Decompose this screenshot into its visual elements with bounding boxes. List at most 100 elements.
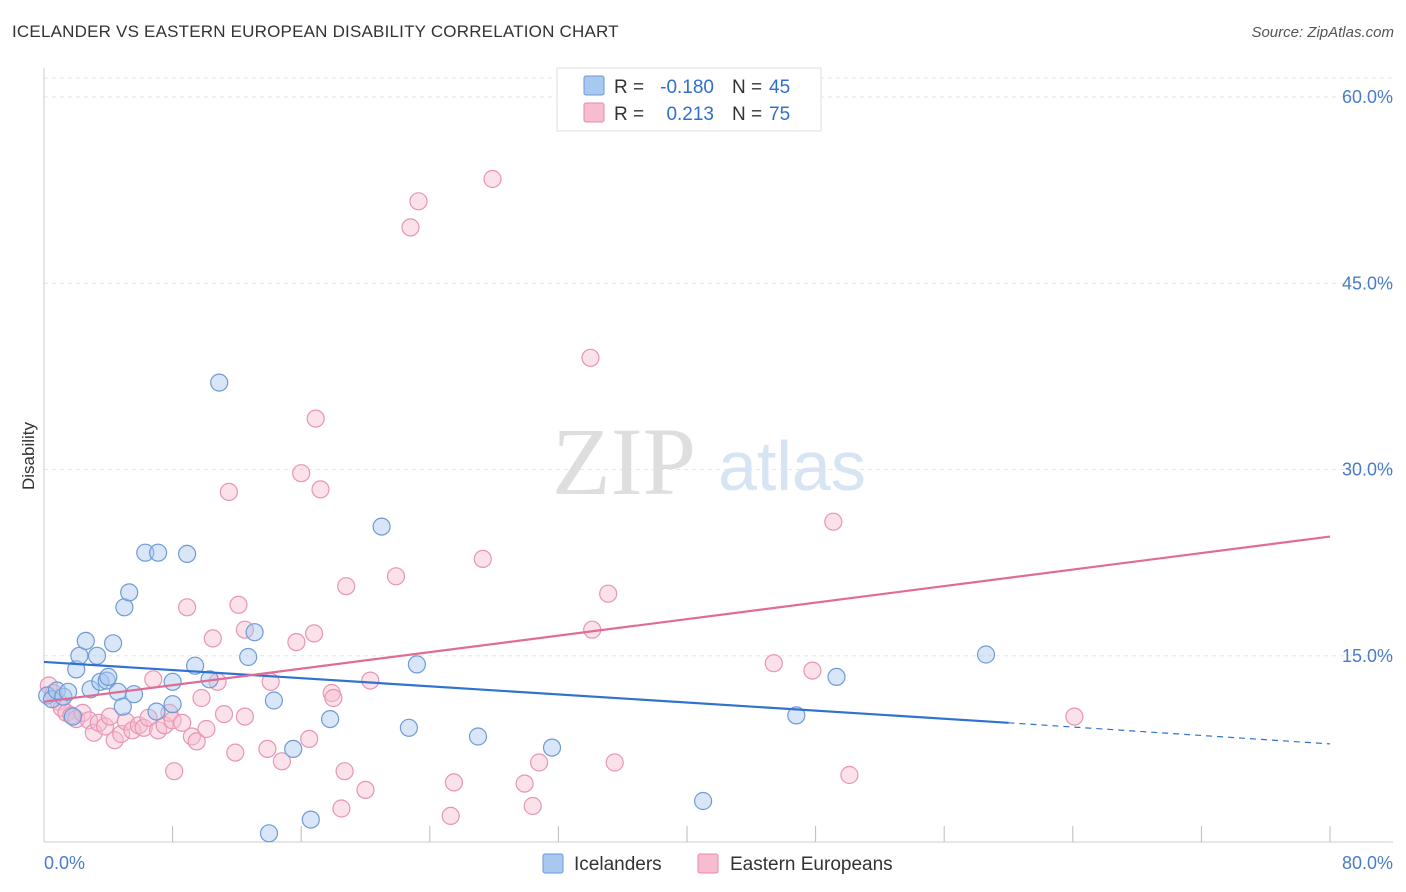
icelanders-point bbox=[468, 727, 488, 746]
eastern-europeans-point bbox=[599, 584, 618, 603]
bottom-legend-label-icelanders: Icelanders bbox=[574, 854, 662, 875]
eastern-europeans-point bbox=[441, 806, 460, 826]
legend-box: R = -0.180 N = 45 R = 0.213 N = 75 bbox=[556, 67, 822, 132]
eastern-europeans-point bbox=[473, 549, 492, 569]
eastern-europeans-point bbox=[409, 192, 428, 211]
bottom-legend-swatch-eastern-europeans bbox=[697, 853, 719, 874]
icelanders-point bbox=[372, 517, 391, 536]
eastern-europeans-trend-line bbox=[43, 535, 1331, 703]
icelanders-point bbox=[321, 709, 340, 729]
eastern-europeans-point bbox=[229, 595, 248, 614]
watermark-atlas: atlas bbox=[718, 427, 866, 505]
eastern-europeans-point bbox=[226, 743, 245, 762]
eastern-europeans-point bbox=[483, 169, 502, 189]
y-axis-label: Disability bbox=[19, 421, 38, 490]
eastern-europeans-point bbox=[1065, 707, 1084, 726]
eastern-europeans-point bbox=[335, 762, 354, 781]
legend-r-label-eastern-europeans: R = bbox=[614, 104, 644, 125]
icelanders-point bbox=[99, 667, 118, 687]
icelanders-point bbox=[178, 544, 197, 564]
eastern-europeans-point bbox=[192, 688, 211, 708]
icelanders-point bbox=[58, 682, 78, 701]
watermark: ZIP atlas bbox=[552, 408, 866, 515]
legend-n-label-icelanders: N = bbox=[732, 77, 762, 98]
icelanders-point bbox=[163, 672, 182, 691]
eastern-europeans-point bbox=[529, 753, 549, 772]
eastern-europeans-point bbox=[165, 762, 184, 781]
icelanders-point bbox=[264, 691, 283, 710]
eastern-europeans-point bbox=[337, 577, 356, 596]
eastern-europeans-point bbox=[803, 661, 822, 680]
eastern-europeans-point bbox=[258, 739, 277, 759]
bottom-legend-label-eastern-europeans: Eastern Europeans bbox=[730, 854, 893, 875]
y-tick-label: 45.0% bbox=[1342, 273, 1393, 293]
legend-swatch-icelanders bbox=[583, 75, 605, 96]
icelanders-point bbox=[76, 631, 95, 651]
y-axis-ticks: 15.0% 30.0% 45.0% 60.0% bbox=[1342, 87, 1393, 666]
x-tick-label-max: 80.0% bbox=[1342, 853, 1393, 873]
eastern-europeans-point bbox=[173, 713, 192, 732]
watermark-zip: ZIP bbox=[552, 408, 696, 515]
icelanders-point bbox=[120, 583, 139, 602]
icelanders-point bbox=[284, 739, 303, 759]
grid-lines bbox=[44, 77, 1393, 657]
eastern-europeans-point bbox=[219, 482, 238, 501]
icelanders-point bbox=[136, 543, 155, 562]
icelanders-point bbox=[124, 685, 144, 704]
icelanders-point bbox=[113, 697, 132, 716]
eastern-europeans-point bbox=[300, 729, 319, 749]
icelanders-point bbox=[239, 647, 258, 667]
x-tick-label-min: 0.0% bbox=[44, 853, 85, 873]
eastern-europeans-point bbox=[401, 218, 420, 237]
icelanders-point bbox=[542, 738, 562, 757]
eastern-europeans-point bbox=[840, 765, 859, 785]
eastern-europeans-point bbox=[287, 632, 306, 652]
eastern-europeans-point bbox=[332, 799, 351, 818]
icelanders-point bbox=[163, 695, 182, 714]
y-tick-label: 30.0% bbox=[1342, 460, 1393, 480]
legend-n-label-eastern-europeans: N = bbox=[732, 104, 762, 125]
eastern-europeans-point bbox=[361, 671, 380, 690]
eastern-europeans-point bbox=[605, 753, 624, 772]
legend-n-value-icelanders: 45 bbox=[769, 77, 790, 98]
icelanders-point bbox=[245, 623, 264, 642]
legend-r-value-eastern-europeans: 0.213 bbox=[666, 104, 714, 125]
eastern-europeans-point bbox=[311, 480, 330, 499]
eastern-europeans-point bbox=[764, 654, 783, 673]
eastern-europeans-point bbox=[134, 718, 153, 737]
icelanders-trend-extension bbox=[1008, 722, 1331, 745]
chart-title: ICELANDER VS EASTERN EUROPEAN DISABILITY… bbox=[12, 22, 619, 41]
y-tick-label: 15.0% bbox=[1342, 646, 1393, 666]
bottom-legend-swatch-icelanders bbox=[542, 853, 564, 874]
legend-r-label-icelanders: R = bbox=[614, 77, 644, 98]
trend-lines bbox=[43, 535, 1331, 745]
eastern-europeans-point bbox=[356, 780, 375, 800]
legend-n-value-eastern-europeans: 75 bbox=[769, 104, 790, 125]
bottom-legend: Icelanders Eastern Europeans bbox=[542, 853, 893, 875]
icelanders-point bbox=[407, 655, 426, 674]
icelanders-point bbox=[63, 707, 83, 726]
icelanders-point bbox=[147, 702, 166, 721]
eastern-europeans-point bbox=[386, 567, 406, 586]
x-axis-ticks: 0.0% 80.0% bbox=[44, 853, 1393, 873]
eastern-europeans-point bbox=[95, 717, 115, 736]
y-tick-label: 60.0% bbox=[1342, 87, 1393, 107]
eastern-europeans-point bbox=[515, 774, 534, 793]
eastern-europeans-point bbox=[178, 598, 197, 617]
icelanders-point bbox=[693, 791, 713, 811]
eastern-europeans-point bbox=[292, 464, 311, 483]
icelanders-point bbox=[827, 667, 846, 687]
eastern-europeans-point bbox=[203, 629, 222, 648]
legend-swatch-eastern-europeans bbox=[583, 102, 605, 123]
eastern-europeans-point bbox=[444, 773, 463, 792]
icelanders-point bbox=[976, 645, 996, 664]
legend-r-value-icelanders: -0.180 bbox=[660, 77, 714, 98]
icelanders-point bbox=[186, 656, 205, 675]
eastern-europeans-point bbox=[197, 719, 216, 739]
icelanders-point bbox=[149, 543, 168, 562]
icelanders-point bbox=[399, 718, 418, 737]
icelanders-point bbox=[81, 680, 100, 699]
eastern-europeans-point bbox=[523, 796, 542, 816]
eastern-europeans-point bbox=[84, 723, 103, 742]
